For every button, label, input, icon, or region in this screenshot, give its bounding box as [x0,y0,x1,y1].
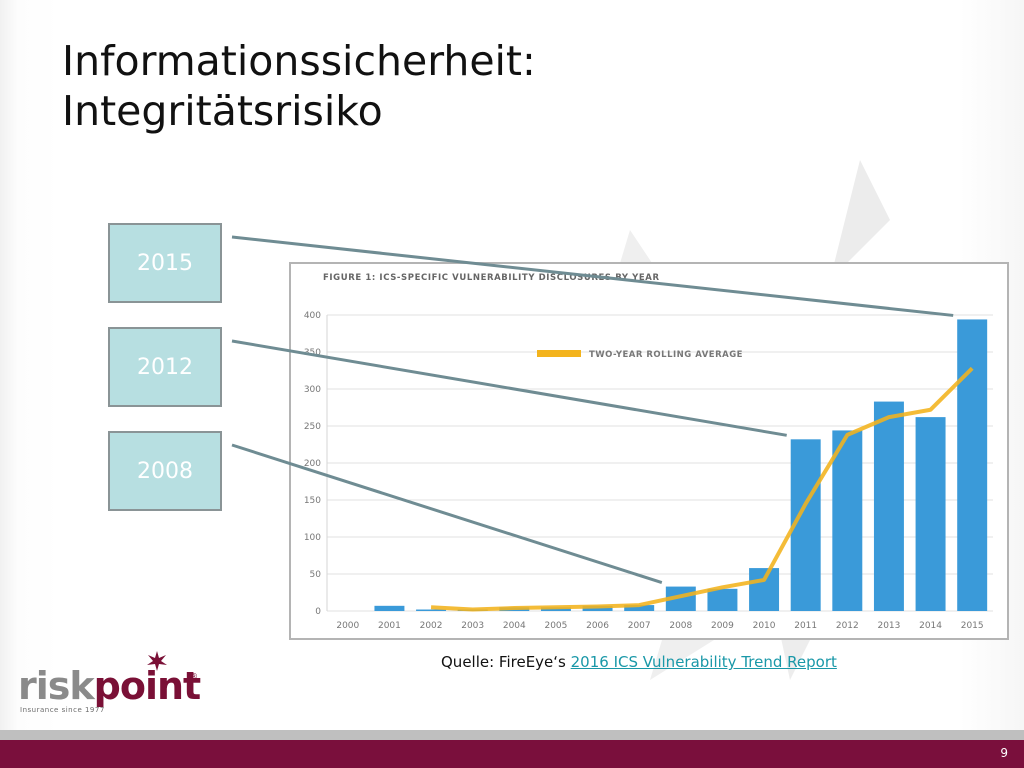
callout-box-2015: 2015 [108,223,222,303]
x-tick-label-2004: 2004 [503,621,526,631]
x-tick-label-2002: 2002 [420,621,443,631]
source-note: Quelle: FireEye‘s 2016 ICS Vulnerability… [441,653,837,671]
x-tick-label-2015: 2015 [961,621,984,631]
logo-wordmark: riskpoint [18,664,202,708]
y-tick-label-400: 400 [304,311,321,321]
slide-title-line2: Integritätsrisiko [62,87,383,135]
x-tick-label-2014: 2014 [919,621,942,631]
x-tick-label-2008: 2008 [669,621,692,631]
x-tick-label-2005: 2005 [544,621,567,631]
bar-2007 [624,605,655,611]
slide-title: Informationssicherheit: Integritätsrisik… [62,36,536,136]
y-tick-label-350: 350 [304,348,321,358]
y-tick-label-50: 50 [310,570,322,580]
logo-star-icon [147,651,167,671]
logo-registered: ® [190,672,198,681]
logo-text-point: point [93,664,202,708]
y-tick-label-0: 0 [315,607,321,617]
footer-divider [0,730,1024,740]
x-tick-label-2000: 2000 [336,621,359,631]
y-tick-label-300: 300 [304,385,321,395]
x-tick-label-2009: 2009 [711,621,734,631]
callout-box-2012: 2012 [108,327,222,407]
source-link[interactable]: 2016 ICS Vulnerability Trend Report [570,653,837,671]
bar-2009 [707,588,738,611]
bar-2013 [873,401,904,611]
slide-title-line1: Informationssicherheit: [62,37,536,85]
rolling-average-line [430,366,974,612]
callout-box-2008: 2008 [108,431,222,511]
logo-tagline: Insurance since 1977 [20,706,105,714]
bar-2015 [957,319,988,611]
logo-text-risk: risk [18,664,95,708]
legend-label: TWO-YEAR ROLLING AVERAGE [589,350,743,360]
x-tick-label-2007: 2007 [628,621,651,631]
bar-2002 [416,609,447,611]
x-tick-label-2010: 2010 [753,621,776,631]
y-tick-label-150: 150 [304,496,321,506]
y-tick-label-100: 100 [304,533,321,543]
source-prefix: Quelle: FireEye‘s [441,653,571,671]
vulnerability-chart: FIGURE 1: ICS-SPECIFIC VULNERABILITY DIS… [304,273,993,631]
chart-title: FIGURE 1: ICS-SPECIFIC VULNERABILITY DIS… [323,273,660,283]
bar-2001 [374,605,405,611]
x-tick-label-2001: 2001 [378,621,401,631]
footer-bar: 9 [0,740,1024,768]
page-number: 9 [1000,746,1008,760]
x-tick-label-2011: 2011 [794,621,817,631]
riskpoint-logo: riskpoint ® Insurance since 1977 [18,650,202,720]
bar-2010 [749,568,780,611]
x-tick-label-2013: 2013 [877,621,900,631]
x-tick-label-2006: 2006 [586,621,609,631]
legend-swatch [537,350,581,357]
chart-frame: FIGURE 1: ICS-SPECIFIC VULNERABILITY DIS… [289,262,1009,640]
x-tick-label-2012: 2012 [836,621,859,631]
bar-2012 [832,430,863,611]
bar-2014 [915,417,946,611]
x-tick-label-2003: 2003 [461,621,484,631]
y-tick-label-250: 250 [304,422,321,432]
y-tick-label-200: 200 [304,459,321,469]
